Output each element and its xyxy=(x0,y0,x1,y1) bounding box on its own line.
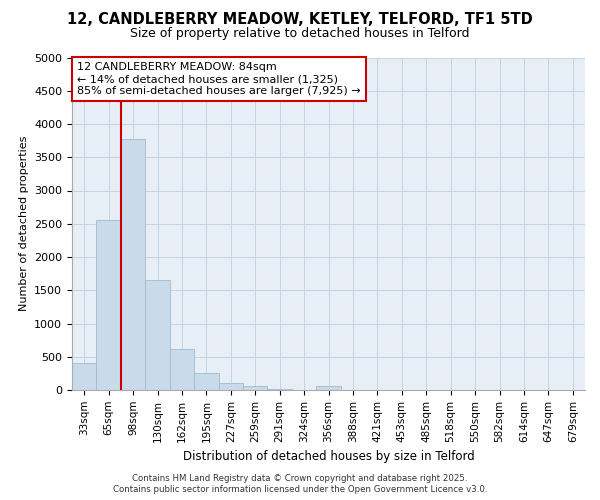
Bar xyxy=(97,220,121,390)
Text: Contains HM Land Registry data © Crown copyright and database right 2025.
Contai: Contains HM Land Registry data © Crown c… xyxy=(113,474,487,494)
Bar xyxy=(316,386,341,390)
Bar xyxy=(268,388,292,390)
Text: 12, CANDLEBERRY MEADOW, KETLEY, TELFORD, TF1 5TD: 12, CANDLEBERRY MEADOW, KETLEY, TELFORD,… xyxy=(67,12,533,28)
Bar xyxy=(145,280,170,390)
Bar xyxy=(194,374,218,390)
Bar xyxy=(243,386,268,390)
Text: Size of property relative to detached houses in Telford: Size of property relative to detached ho… xyxy=(130,28,470,40)
Bar xyxy=(218,382,243,390)
Text: 12 CANDLEBERRY MEADOW: 84sqm
← 14% of detached houses are smaller (1,325)
85% of: 12 CANDLEBERRY MEADOW: 84sqm ← 14% of de… xyxy=(77,62,361,96)
X-axis label: Distribution of detached houses by size in Telford: Distribution of detached houses by size … xyxy=(182,450,475,463)
Bar xyxy=(170,349,194,390)
Bar xyxy=(72,364,97,390)
Y-axis label: Number of detached properties: Number of detached properties xyxy=(19,136,29,312)
Bar xyxy=(121,138,145,390)
